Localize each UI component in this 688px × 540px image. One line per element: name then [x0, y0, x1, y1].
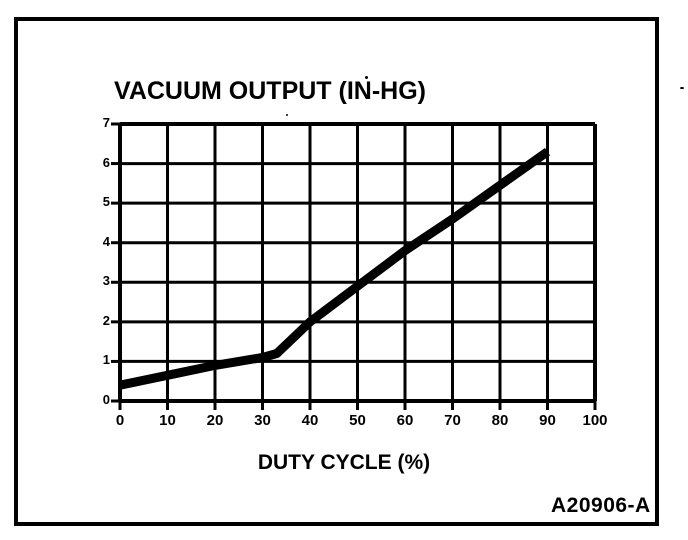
y-tick-label: 0: [102, 392, 110, 407]
y-tick-label: 3: [102, 273, 110, 289]
x-tick-label: 50: [349, 412, 366, 429]
scan-speckle: [680, 87, 684, 89]
x-axis-title: DUTY CYCLE (%): [257, 451, 431, 474]
y-tick-label: 2: [102, 312, 110, 328]
y-tick-label: 7: [102, 115, 110, 130]
y-tick-label: 4: [102, 233, 110, 249]
x-tick-label: 100: [582, 412, 608, 429]
figure-code-label: A20906-A: [551, 494, 651, 517]
y-tick-label: 5: [102, 194, 110, 210]
x-tick-label: 10: [159, 412, 176, 429]
scan-speckle: [286, 114, 288, 116]
figure-border: VACUUM OUTPUT (IN-HG) 0 10 20 30 40 50 60 70 80 9…: [14, 17, 684, 526]
chart-title: VACUUM OUTPUT (IN-HG): [114, 77, 426, 105]
y-tick-label: 1: [102, 352, 110, 368]
x-tick-label: 40: [301, 412, 319, 429]
scan-speckle: [365, 76, 368, 79]
x-tick-label: 80: [491, 412, 509, 429]
x-tick-label: 0: [115, 412, 125, 429]
y-tick-label: 6: [102, 154, 110, 170]
data-line: [119, 148, 551, 390]
x-tick-label: 20: [206, 412, 224, 429]
x-tick-label: 90: [539, 412, 556, 429]
line-chart: [111, 122, 597, 410]
x-tick-label: 70: [444, 412, 461, 429]
x-tick-label: 30: [254, 412, 271, 429]
x-tick-label: 60: [396, 412, 414, 429]
